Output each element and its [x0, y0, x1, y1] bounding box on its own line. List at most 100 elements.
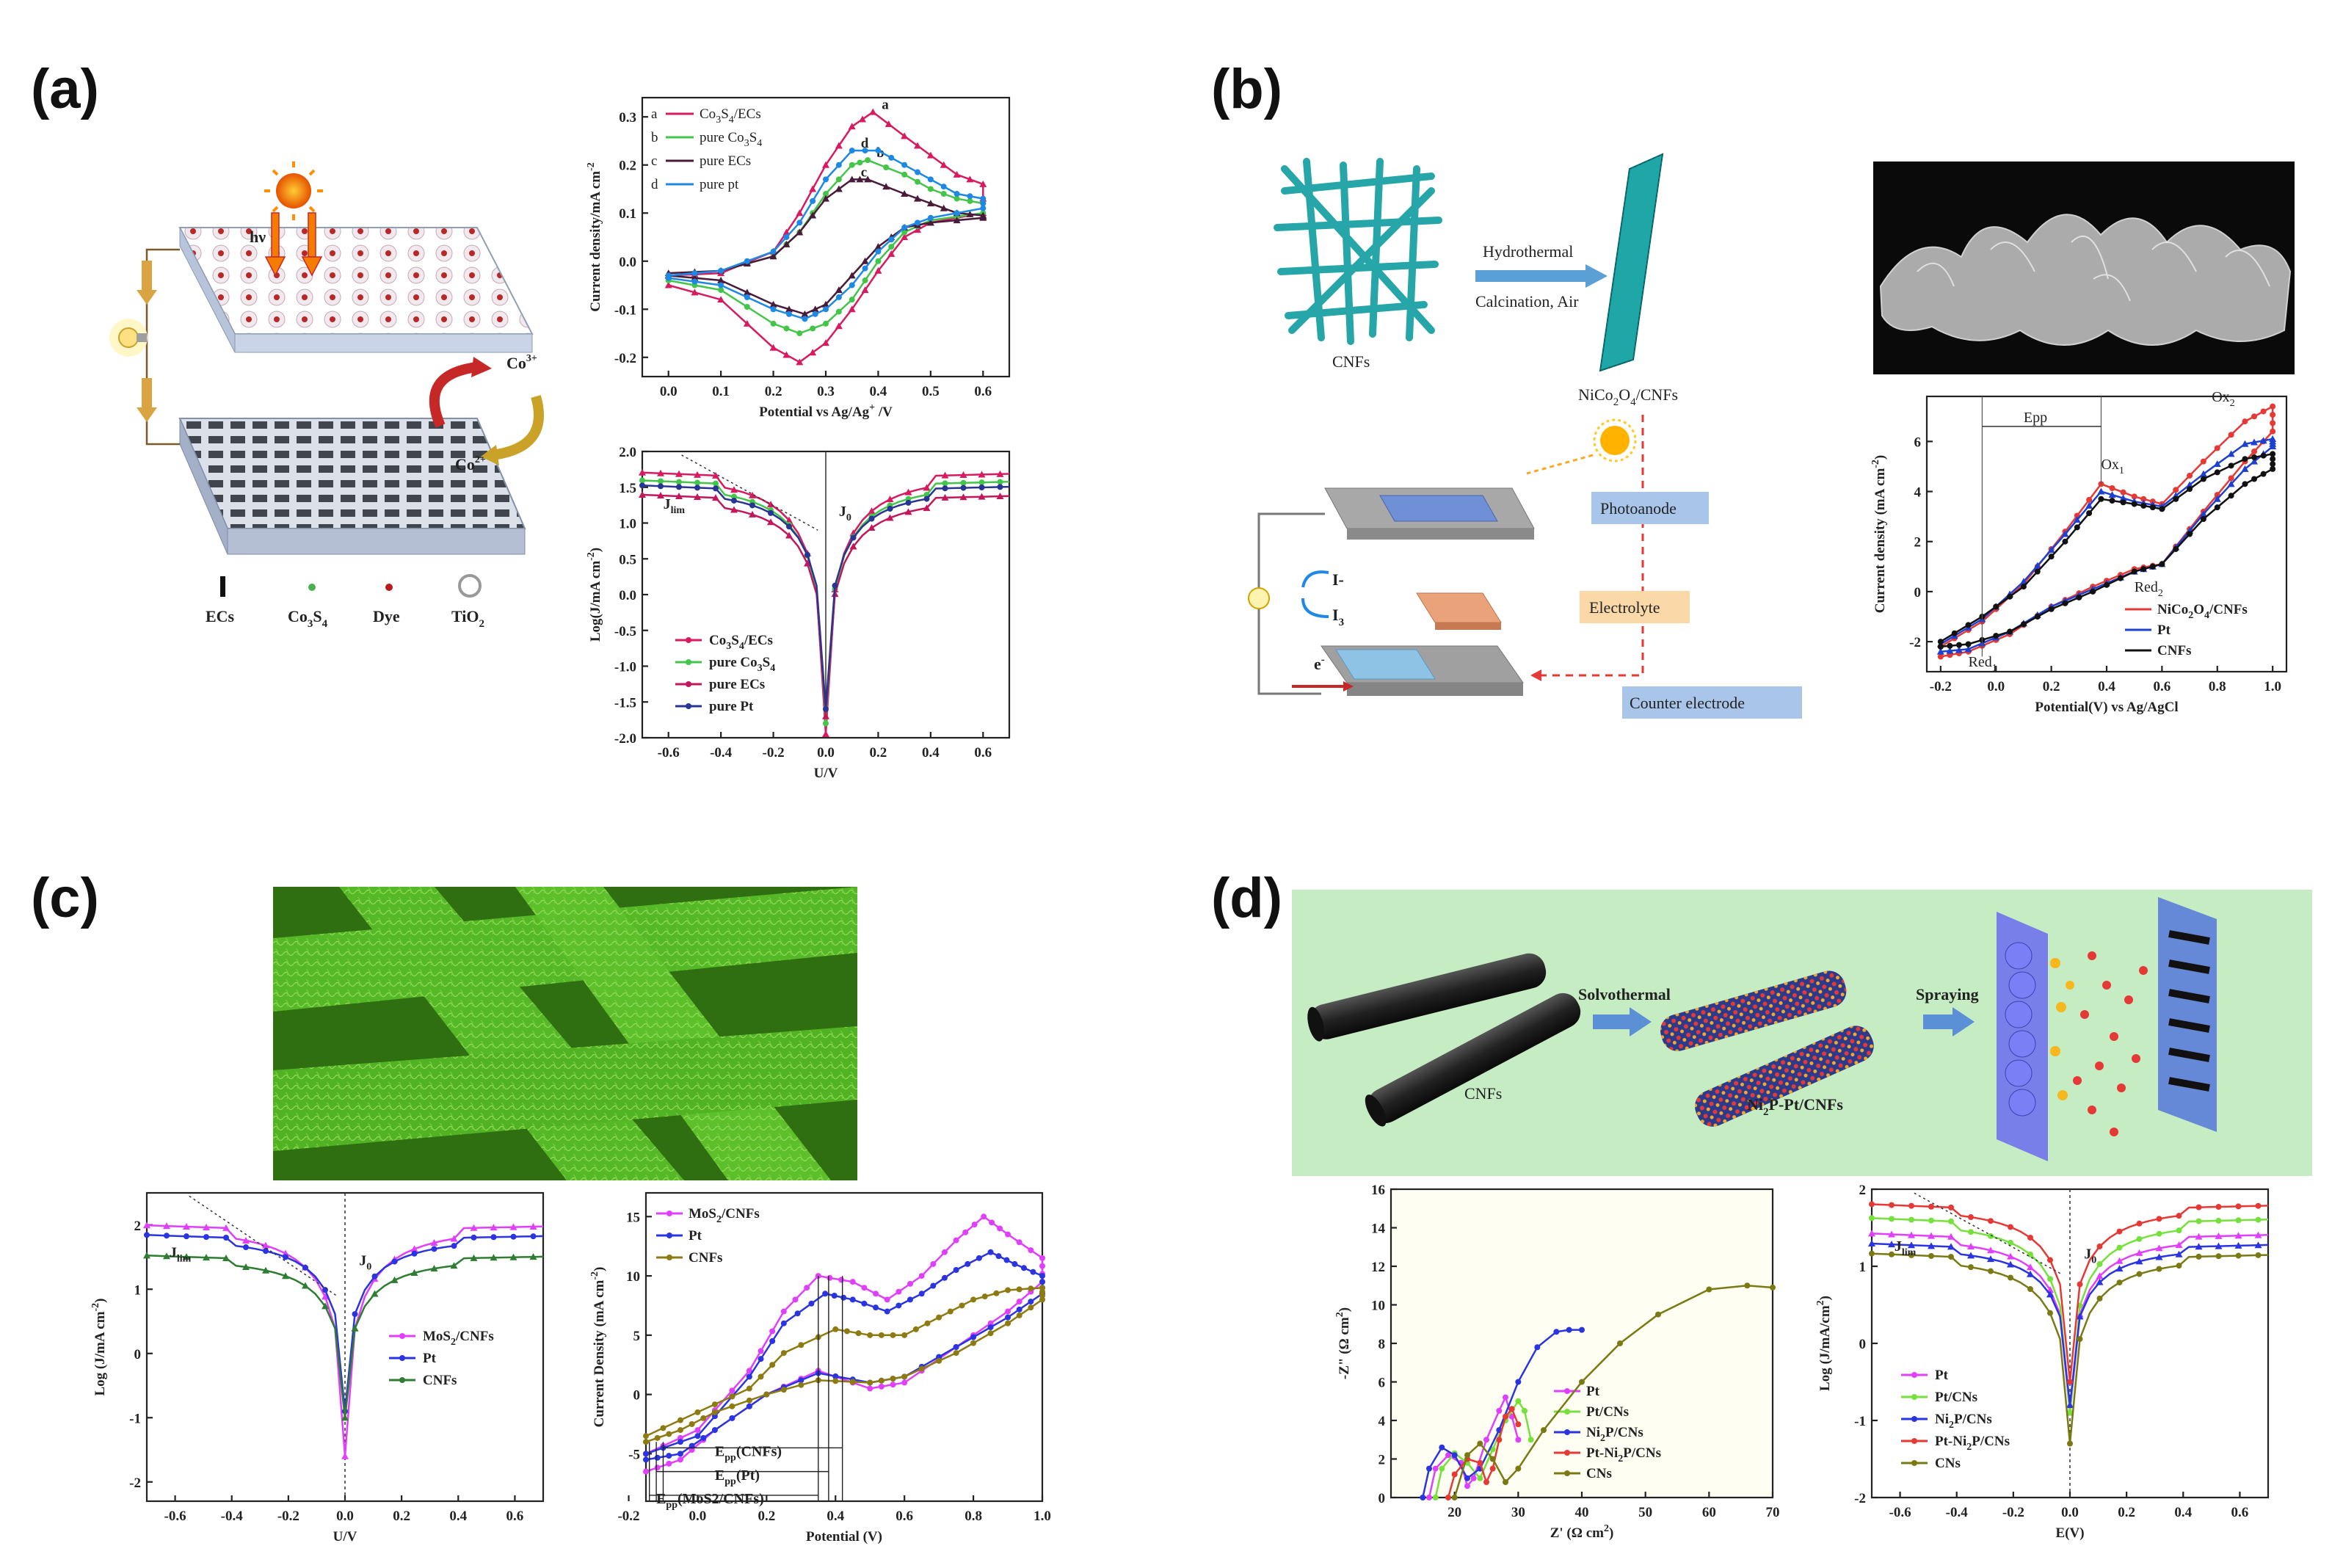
data-point	[915, 178, 920, 185]
x-axis-label: Z' (Ω cm2)	[1550, 1523, 1614, 1541]
x-tick-label: 0.6	[974, 384, 992, 399]
data-point	[1965, 641, 1972, 647]
data-point	[995, 1253, 1002, 1260]
data-point	[282, 1249, 289, 1257]
data-point	[941, 1249, 948, 1255]
data-point	[1889, 1202, 1895, 1208]
legend-label: pure ECs	[709, 677, 765, 692]
data-point	[691, 278, 698, 285]
data-point	[694, 1409, 701, 1415]
data-point	[643, 1451, 649, 1457]
y-tick-label: 6	[1914, 435, 1922, 450]
data-point	[1515, 1421, 1522, 1428]
data-point	[2131, 568, 2137, 575]
data-point	[835, 322, 843, 330]
data-point	[2175, 1250, 2183, 1257]
series-tag: b	[876, 145, 884, 161]
j0-label: J0	[359, 1252, 371, 1272]
data-point	[940, 161, 948, 168]
data-point	[967, 193, 973, 200]
legend-ecs: ECs	[206, 607, 235, 625]
data-point	[802, 316, 808, 322]
hv-label: hν	[250, 228, 266, 246]
legend-label: Pt	[1935, 1368, 1949, 1383]
data-point	[471, 1234, 477, 1241]
plot-frame	[644, 1191, 1044, 1503]
data-point	[2120, 499, 2126, 506]
x-tick-label: -0.2	[277, 1509, 299, 1524]
data-point	[868, 515, 875, 522]
data-point	[470, 1224, 478, 1231]
data-point	[718, 267, 724, 274]
data-point	[2008, 1239, 2013, 1246]
legend-marker	[686, 681, 691, 687]
data-point	[2173, 487, 2179, 493]
data-point	[875, 258, 882, 264]
data-point	[746, 1385, 752, 1392]
data-point	[2027, 1286, 2033, 1293]
data-point	[890, 1332, 896, 1338]
data-point	[855, 1330, 862, 1337]
data-point	[798, 1342, 804, 1349]
data-point	[1030, 1268, 1036, 1275]
epp-cnfs-label: Epp(CNFs)	[715, 1444, 782, 1464]
data-point	[2108, 491, 2116, 498]
data-point	[143, 1252, 150, 1259]
data-point	[835, 176, 842, 183]
counter-electrode-layer	[1321, 645, 1524, 696]
jlim-label: Jlim	[664, 496, 686, 516]
sem-image-b	[1873, 161, 2295, 374]
data-point	[953, 1350, 959, 1357]
legend-marker	[1911, 1416, 1917, 1422]
data-point	[2199, 470, 2207, 477]
data-point	[861, 286, 869, 294]
co3-sup: 3+	[526, 353, 537, 364]
data-point	[941, 493, 949, 501]
data-point	[927, 214, 934, 221]
data-point	[865, 157, 871, 164]
data-point	[666, 1460, 672, 1467]
svg-text:Co3S4: Co3S4	[288, 607, 328, 630]
data-point	[927, 176, 934, 183]
data-point	[874, 266, 882, 274]
legend-label: Co3S4/ECs	[700, 106, 761, 126]
photoanode-slab	[178, 227, 534, 335]
y-tick-label: 1.0	[619, 517, 636, 532]
legend-tio2-sub: 2	[479, 618, 485, 630]
data-point	[351, 1324, 359, 1332]
x-tick-label: 1.0	[2264, 679, 2281, 694]
data-point	[1968, 1214, 1974, 1221]
data-point	[2047, 1310, 2053, 1316]
data-point	[1937, 643, 1944, 650]
y-tick-label: 0.0	[619, 588, 636, 603]
data-point	[2214, 504, 2220, 511]
legend-label: Pt/CNs	[1935, 1390, 1977, 1405]
data-point	[1432, 1465, 1439, 1472]
x-tick-label: 0.0	[689, 1509, 707, 1524]
data-point	[743, 319, 751, 327]
data-point	[2235, 1203, 2242, 1210]
data-point	[1028, 1285, 1034, 1292]
data-point	[875, 248, 882, 255]
legend-marker	[1911, 1460, 1917, 1466]
data-point	[2187, 472, 2193, 479]
data-point	[2066, 1401, 2074, 1408]
data-point	[780, 1320, 787, 1326]
panel-label-b: (b)	[1211, 58, 1283, 120]
data-point	[823, 176, 829, 183]
data-point	[718, 287, 724, 294]
j0-label: J0	[2084, 1246, 2096, 1266]
data-point	[883, 164, 890, 170]
y-tick-label: 14	[1371, 1222, 1386, 1237]
data-point	[1445, 1495, 1451, 1500]
y-axis-label: Current density/mA cm-2	[586, 162, 603, 311]
data-point	[643, 1433, 649, 1440]
data-point	[862, 265, 868, 272]
y-tick-label: -0.1	[614, 302, 636, 318]
data-point	[940, 204, 948, 211]
panel-label-a: (a)	[31, 58, 99, 120]
data-point	[729, 1415, 735, 1421]
data-point	[529, 1223, 537, 1230]
data-point	[763, 1391, 770, 1398]
x-tick-label: 50	[1638, 1505, 1652, 1520]
